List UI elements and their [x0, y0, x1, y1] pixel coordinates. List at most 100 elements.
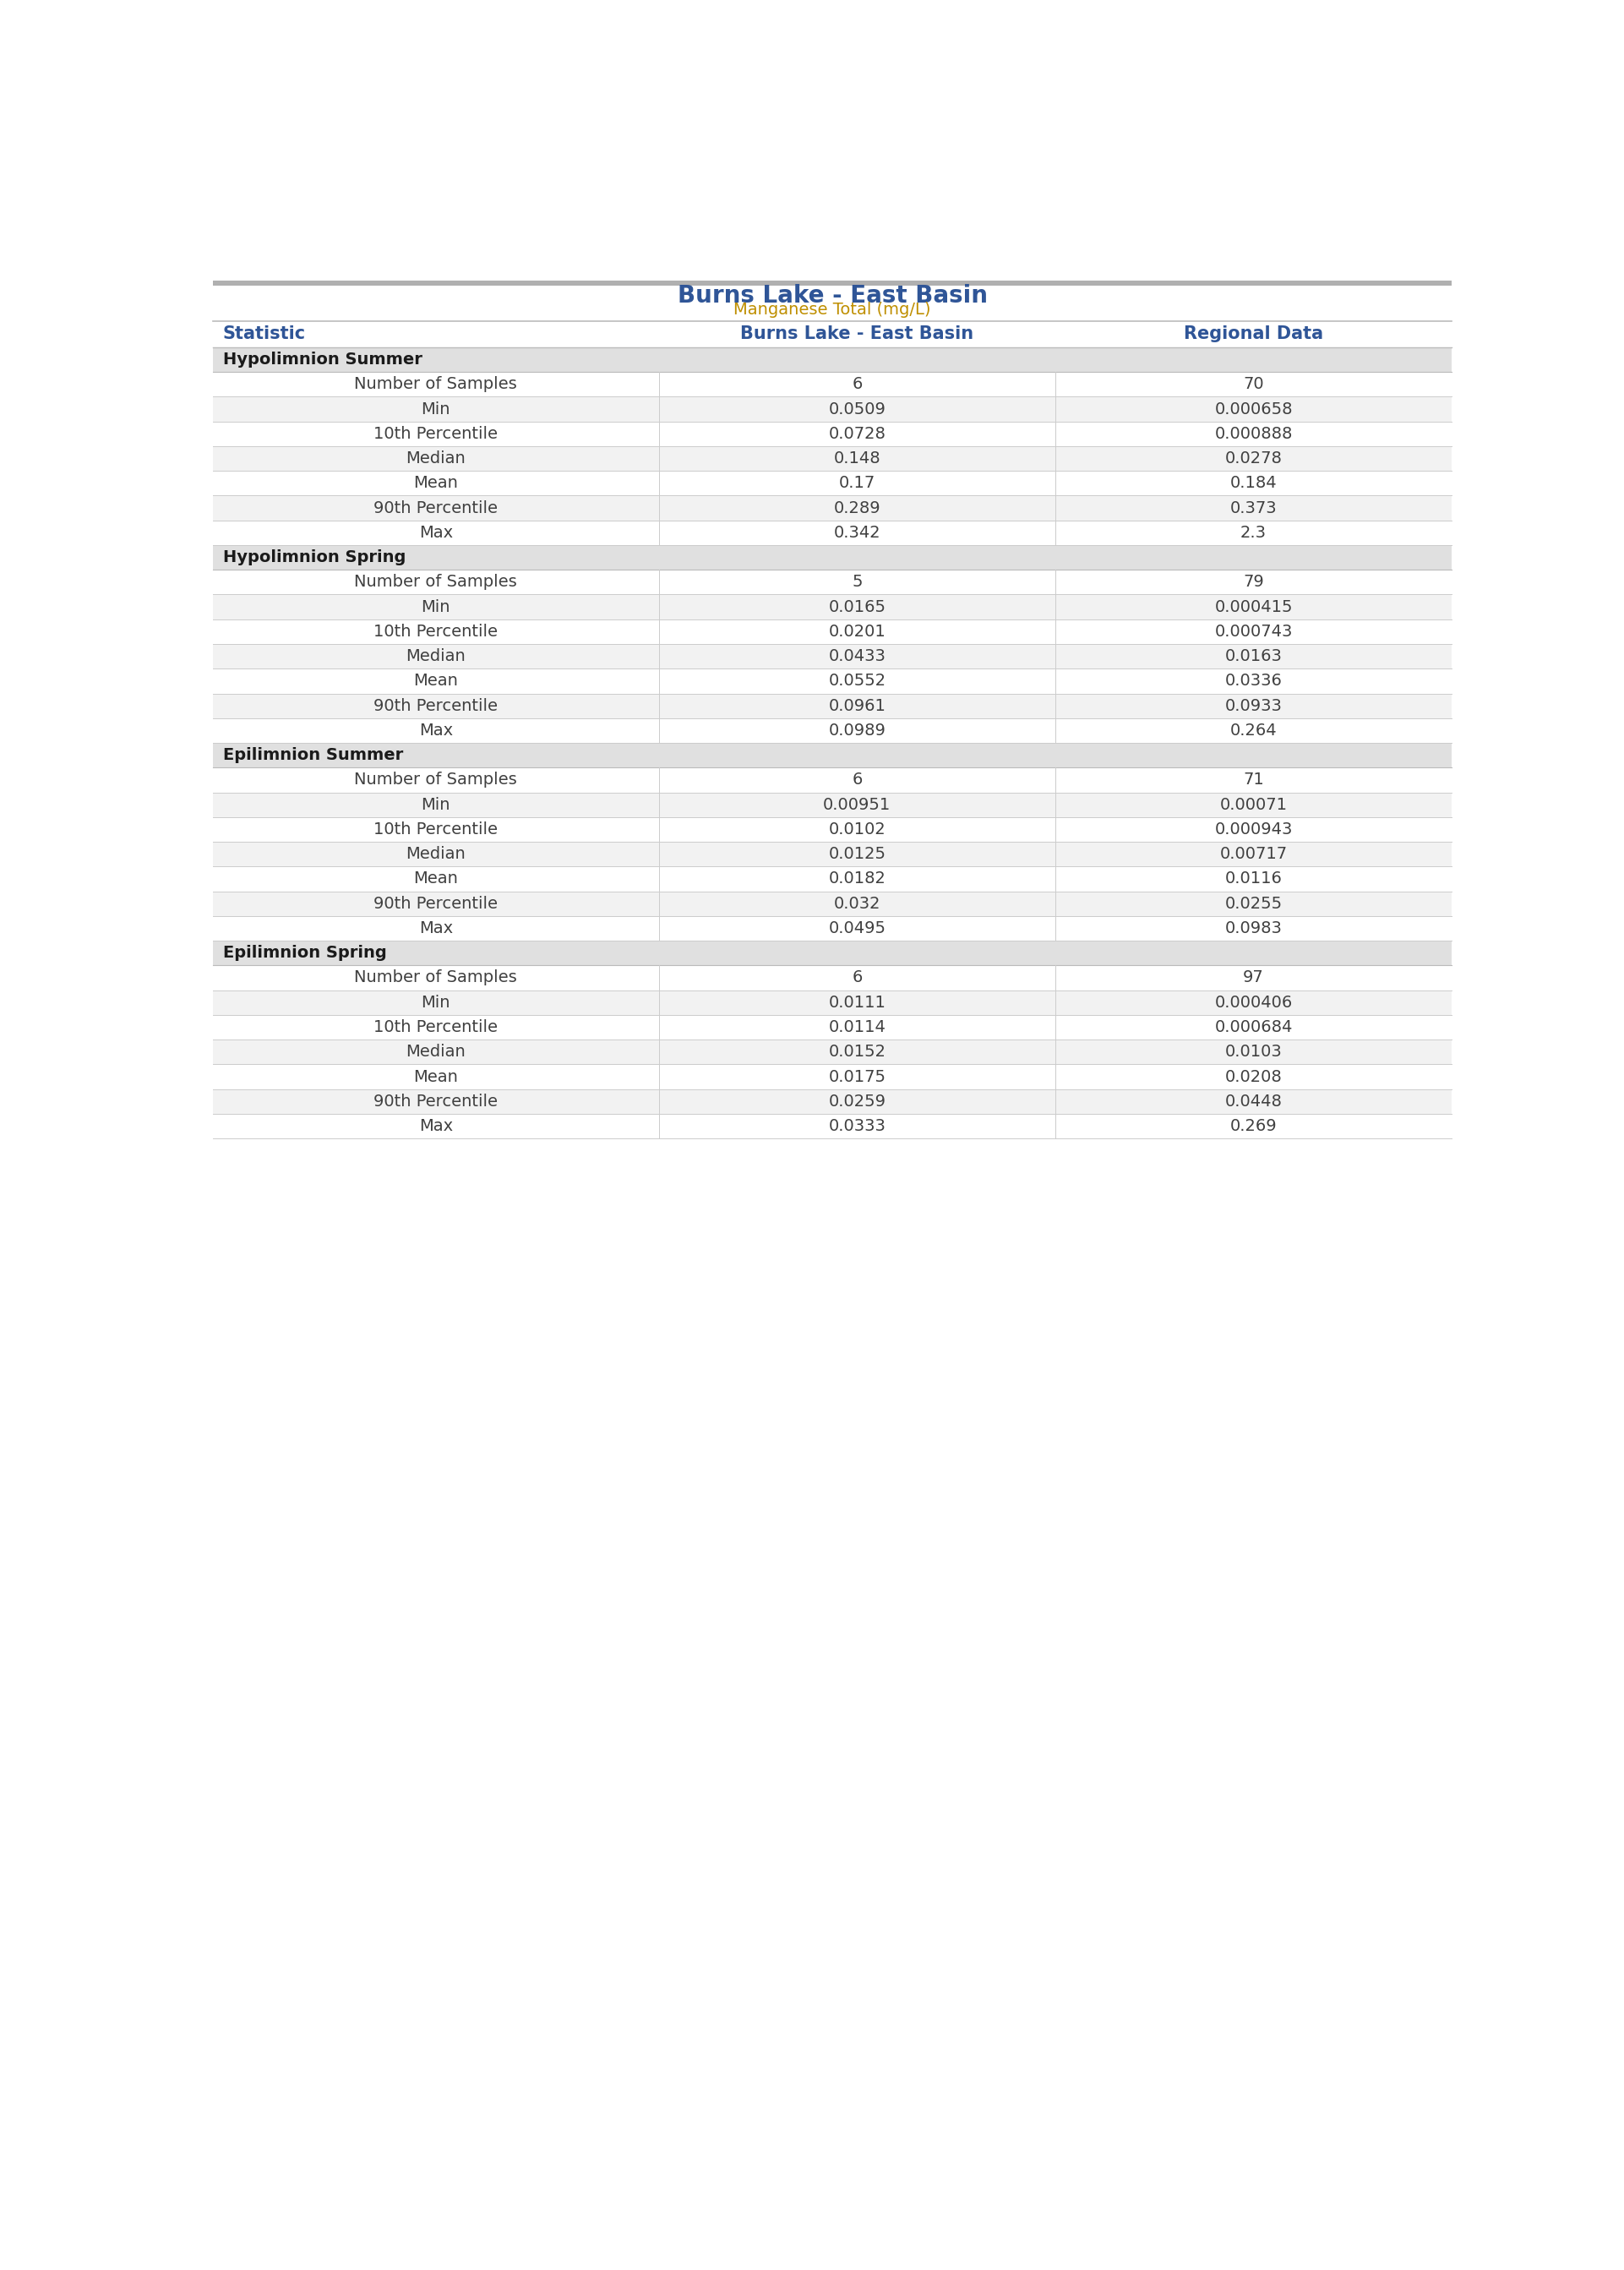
Text: 0.000888: 0.000888: [1215, 427, 1293, 443]
Text: 90th Percentile: 90th Percentile: [374, 1094, 499, 1110]
Bar: [213, 520, 1452, 545]
Text: 5: 5: [853, 574, 862, 590]
Text: 70: 70: [1242, 377, 1263, 393]
Bar: [213, 1040, 1452, 1065]
Text: 6: 6: [853, 772, 862, 788]
Bar: [213, 990, 1452, 1015]
Text: 0.289: 0.289: [833, 499, 880, 515]
Text: 10th Percentile: 10th Percentile: [374, 822, 499, 838]
Text: 0.0728: 0.0728: [828, 427, 885, 443]
Bar: [213, 742, 1452, 767]
Text: 0.0163: 0.0163: [1224, 649, 1283, 665]
Text: 0.269: 0.269: [1229, 1119, 1276, 1135]
Text: Number of Samples: Number of Samples: [354, 772, 518, 788]
Text: Regional Data: Regional Data: [1184, 327, 1324, 343]
Text: 10th Percentile: 10th Percentile: [374, 624, 499, 640]
Bar: [213, 1065, 1452, 1090]
Bar: [213, 422, 1452, 447]
Bar: [213, 595, 1452, 620]
Bar: [213, 470, 1452, 495]
Text: Mean: Mean: [414, 672, 458, 690]
Text: 0.0111: 0.0111: [828, 994, 885, 1010]
Text: 0.0114: 0.0114: [828, 1019, 885, 1035]
Text: 71: 71: [1242, 772, 1263, 788]
Text: 0.373: 0.373: [1229, 499, 1276, 515]
Bar: [213, 286, 1452, 322]
Text: 0.0125: 0.0125: [828, 847, 885, 863]
Text: Statistic: Statistic: [222, 327, 305, 343]
Text: 0.000743: 0.000743: [1215, 624, 1293, 640]
Text: 0.0103: 0.0103: [1224, 1044, 1283, 1060]
Bar: [213, 917, 1452, 940]
Bar: [213, 717, 1452, 742]
Text: 79: 79: [1242, 574, 1263, 590]
Bar: [213, 1090, 1452, 1115]
Text: 0.0102: 0.0102: [828, 822, 885, 838]
Text: Epilimnion Spring: Epilimnion Spring: [222, 944, 387, 960]
Text: 0.0208: 0.0208: [1224, 1069, 1283, 1085]
Text: 0.0165: 0.0165: [828, 599, 885, 615]
Text: 0.0201: 0.0201: [828, 624, 885, 640]
Bar: [213, 397, 1452, 422]
Text: 0.0278: 0.0278: [1224, 449, 1283, 468]
Bar: [213, 545, 1452, 570]
Text: 0.000684: 0.000684: [1215, 1019, 1293, 1035]
Text: Max: Max: [419, 524, 453, 540]
Bar: [213, 570, 1452, 595]
Text: 0.0933: 0.0933: [1224, 697, 1283, 713]
Bar: [213, 692, 1452, 717]
Text: Burns Lake - East Basin: Burns Lake - East Basin: [741, 327, 974, 343]
Text: 6: 6: [853, 969, 862, 985]
Bar: [213, 767, 1452, 792]
Text: Min: Min: [421, 599, 450, 615]
Text: 90th Percentile: 90th Percentile: [374, 499, 499, 515]
Text: 0.342: 0.342: [833, 524, 880, 540]
Text: Min: Min: [421, 402, 450, 418]
Text: 0.0983: 0.0983: [1224, 919, 1283, 938]
Text: 0.0333: 0.0333: [828, 1119, 885, 1135]
Text: 0.00951: 0.00951: [823, 797, 892, 813]
Bar: [213, 1015, 1452, 1040]
Text: Burns Lake - East Basin: Burns Lake - East Basin: [677, 284, 987, 309]
Text: 0.0175: 0.0175: [828, 1069, 885, 1085]
Text: 10th Percentile: 10th Percentile: [374, 427, 499, 443]
Text: 0.264: 0.264: [1229, 722, 1276, 738]
Text: Median: Median: [406, 649, 466, 665]
Text: 0.0495: 0.0495: [828, 919, 885, 938]
Text: Number of Samples: Number of Samples: [354, 377, 518, 393]
Text: Min: Min: [421, 994, 450, 1010]
Text: 0.00717: 0.00717: [1220, 847, 1288, 863]
Bar: [213, 892, 1452, 917]
Bar: [213, 1115, 1452, 1140]
Text: Epilimnion Summer: Epilimnion Summer: [222, 747, 403, 763]
Bar: [213, 495, 1452, 520]
Text: 0.0448: 0.0448: [1224, 1094, 1283, 1110]
Text: Min: Min: [421, 797, 450, 813]
Text: Hypolimnion Spring: Hypolimnion Spring: [222, 549, 406, 565]
Bar: [213, 792, 1452, 817]
Text: Max: Max: [419, 722, 453, 738]
Text: 0.0509: 0.0509: [828, 402, 885, 418]
Text: Median: Median: [406, 1044, 466, 1060]
Bar: [213, 817, 1452, 842]
Text: 0.0182: 0.0182: [828, 872, 885, 888]
Text: 0.148: 0.148: [833, 449, 880, 468]
Text: 0.000415: 0.000415: [1215, 599, 1293, 615]
Text: 0.0989: 0.0989: [828, 722, 885, 738]
Text: 0.0259: 0.0259: [828, 1094, 885, 1110]
Text: 0.0433: 0.0433: [828, 649, 885, 665]
Text: 0.0116: 0.0116: [1224, 872, 1283, 888]
Text: 0.000658: 0.000658: [1215, 402, 1293, 418]
Bar: [213, 842, 1452, 867]
Text: 0.032: 0.032: [833, 897, 880, 913]
Text: Max: Max: [419, 1119, 453, 1135]
Text: Max: Max: [419, 919, 453, 938]
Bar: [213, 372, 1452, 397]
Bar: [213, 965, 1452, 990]
Text: Number of Samples: Number of Samples: [354, 969, 518, 985]
Text: Manganese Total (mg/L): Manganese Total (mg/L): [734, 302, 931, 318]
Text: 90th Percentile: 90th Percentile: [374, 897, 499, 913]
Bar: [213, 645, 1452, 670]
Bar: [213, 867, 1452, 892]
Text: Hypolimnion Summer: Hypolimnion Summer: [222, 352, 422, 368]
